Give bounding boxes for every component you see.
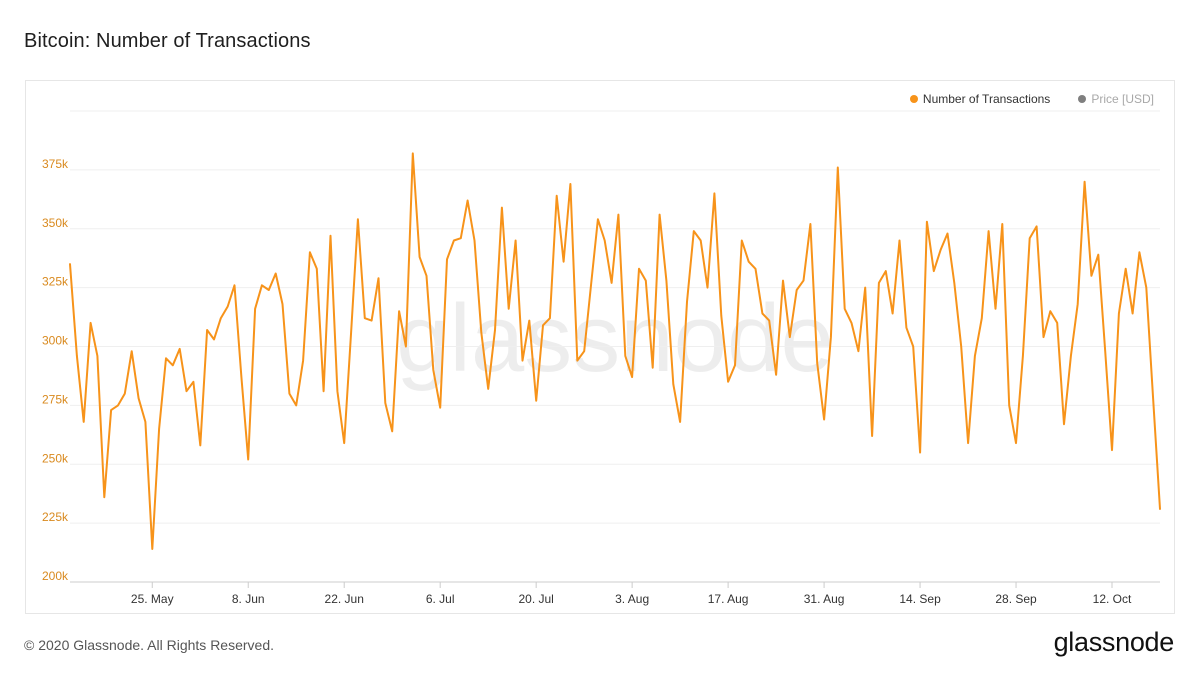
chart-panel: Number of Transactions Price [USD] glass… bbox=[25, 80, 1175, 614]
legend-label-price: Price [USD] bbox=[1091, 92, 1154, 106]
series-line-transactions bbox=[69, 152, 1161, 550]
x-tick-label: 20. Jul bbox=[518, 592, 553, 606]
y-tick-label: 350k bbox=[42, 216, 69, 230]
y-tick-label: 225k bbox=[42, 510, 69, 524]
watermark-text: glassnode bbox=[396, 285, 834, 392]
y-tick-label: 275k bbox=[42, 392, 69, 406]
line-chart: glassnode 200k 225k 250k 275k 300k 325k 350k 37… bbox=[42, 110, 1161, 606]
x-tick-label: 17. Aug bbox=[708, 592, 749, 606]
legend-dot-icon bbox=[1078, 95, 1087, 103]
y-tick-label: 200k bbox=[42, 569, 69, 583]
legend-item-transactions[interactable]: Number of Transactions bbox=[909, 92, 1051, 106]
x-tick-label: 22. Jun bbox=[325, 592, 364, 606]
legend-dot-icon bbox=[909, 95, 918, 103]
y-tick-label: 375k bbox=[42, 157, 69, 171]
legend-label-transactions: Number of Transactions bbox=[922, 92, 1051, 106]
y-tick-label: 250k bbox=[42, 451, 69, 465]
glassnode-logo[interactable]: glassnode bbox=[1053, 627, 1175, 657]
y-tick-label: 300k bbox=[42, 334, 69, 348]
x-tick-label: 31. Aug bbox=[804, 592, 845, 606]
legend-item-price[interactable]: Price [USD] bbox=[1078, 92, 1154, 106]
x-tick-label: 8. Jun bbox=[232, 592, 265, 606]
x-tick-label: 14. Sep bbox=[899, 592, 941, 606]
x-tick-label: 28. Sep bbox=[995, 592, 1037, 606]
y-tick-label: 325k bbox=[42, 275, 69, 289]
x-tick-label: 6. Jul bbox=[426, 592, 455, 606]
x-tick-label: 25. May bbox=[131, 592, 174, 606]
legend: Number of Transactions Price [USD] bbox=[909, 92, 1154, 106]
chart-title: Bitcoin: Number of Transactions bbox=[24, 30, 311, 52]
footer-copyright: © 2020 Glassnode. All Rights Reserved. bbox=[24, 637, 275, 653]
x-tick-label: 3. Aug bbox=[615, 592, 649, 606]
x-tick-label: 12. Oct bbox=[1093, 592, 1132, 606]
